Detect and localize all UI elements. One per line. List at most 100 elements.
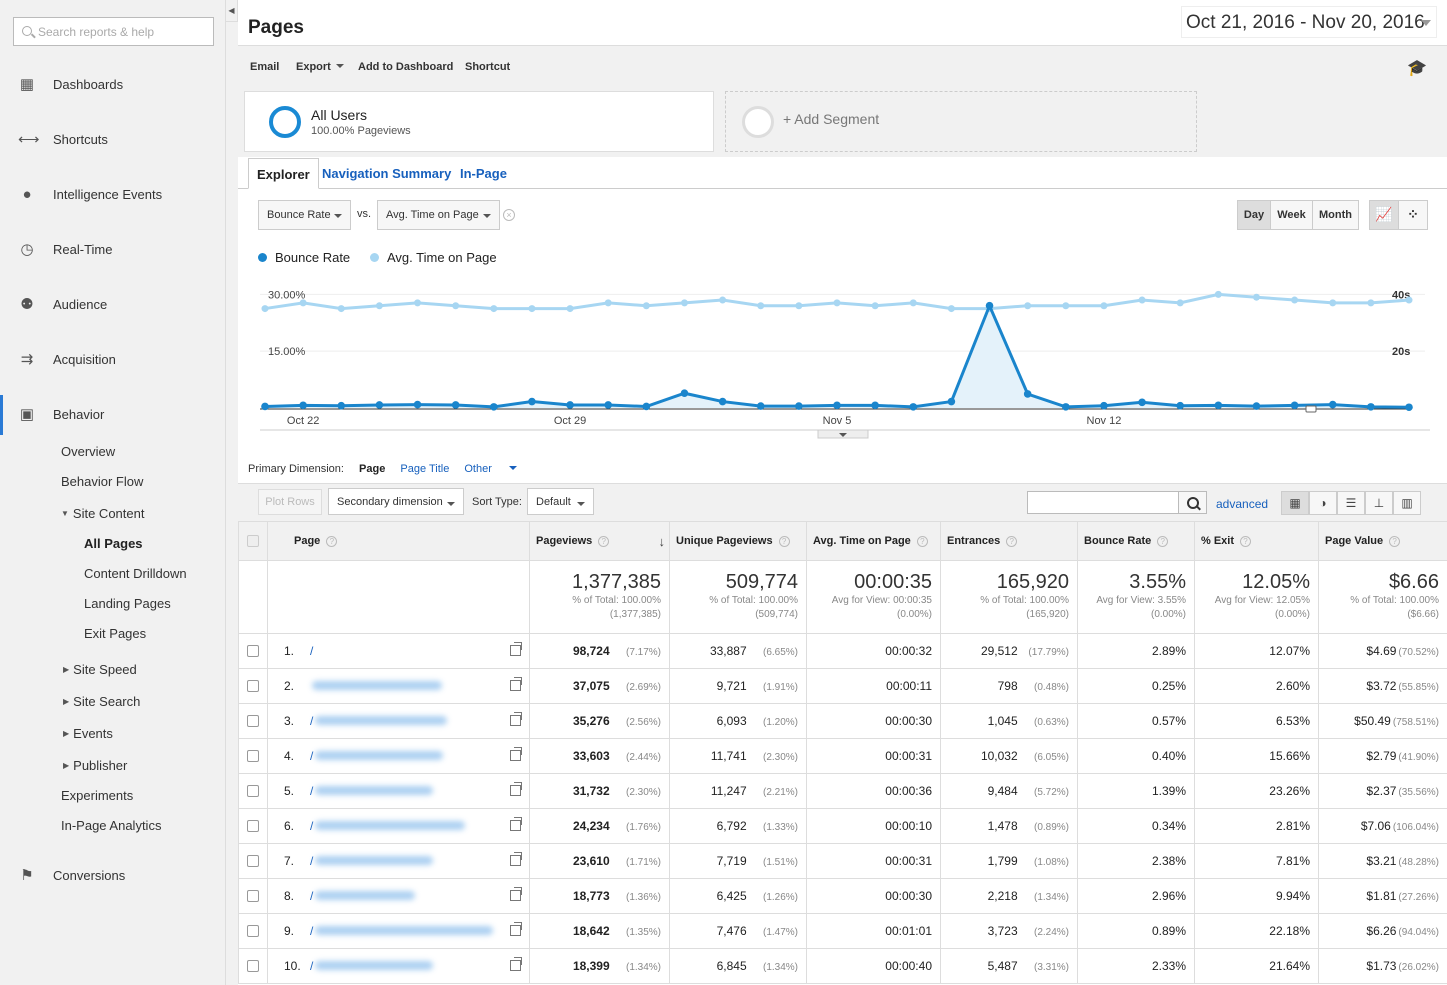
nav-site-speed[interactable]: ▶ Site Speed [63, 662, 137, 677]
shortcut-button[interactable]: Shortcut [465, 61, 511, 73]
metric1-select[interactable]: Bounce Rate [258, 200, 351, 230]
plot-rows-button[interactable]: Plot Rows [258, 489, 322, 515]
page-link[interactable]: / [310, 714, 314, 728]
tab-explorer[interactable]: Explorer [248, 158, 319, 189]
date-range-picker[interactable]: Oct 21, 2016 - Nov 20, 2016 [1181, 6, 1437, 38]
bar-view-button[interactable]: ☰ [1337, 491, 1365, 515]
row-checkbox[interactable] [247, 785, 259, 797]
page-link[interactable]: / [310, 889, 314, 903]
nav-site-content[interactable]: ▼ Site Content [61, 506, 145, 521]
open-external-icon[interactable] [510, 712, 522, 726]
help-icon[interactable]: ? [778, 536, 790, 547]
nav-content-drilldown[interactable]: Content Drilldown [84, 566, 187, 581]
nav-overview[interactable]: Overview [61, 444, 116, 459]
open-external-icon[interactable] [510, 747, 522, 761]
col-avg-time[interactable]: Avg. Time on Page? [806, 521, 941, 561]
page-link[interactable]: / [310, 784, 314, 798]
add-to-dashboard-button[interactable]: Add to Dashboard [358, 61, 454, 73]
open-external-icon[interactable] [510, 782, 522, 796]
month-button[interactable]: Month [1312, 200, 1359, 230]
table-view-button[interactable]: ▦ [1281, 491, 1309, 515]
nav-site-search[interactable]: ▶ Site Search [63, 694, 141, 709]
search-input[interactable]: Search reports & help [13, 17, 214, 46]
nav-intelligence-events[interactable]: ● Intelligence Events [0, 175, 226, 215]
clear-compare-icon[interactable]: × [503, 209, 515, 221]
nav-exit-pages[interactable]: Exit Pages [84, 626, 147, 641]
nav-behavior-flow[interactable]: Behavior Flow [61, 474, 144, 489]
secondary-dimension-select[interactable]: Secondary dimension [328, 488, 464, 515]
row-checkbox[interactable] [247, 820, 259, 832]
collapse-sidebar-button[interactable]: ◀ [226, 0, 238, 22]
sort-type-select[interactable]: Default [527, 488, 594, 515]
page-link[interactable]: / [310, 644, 314, 658]
search-button[interactable] [1178, 491, 1207, 514]
open-external-icon[interactable] [510, 817, 522, 831]
line-chart-button[interactable]: 📈 [1369, 200, 1399, 230]
email-button[interactable]: Email [250, 61, 280, 73]
col-bounce-rate[interactable]: Bounce Rate? [1077, 521, 1195, 561]
nav-conversions[interactable]: ⚑ Conversions [0, 856, 226, 896]
advanced-filter-link[interactable]: advanced [1216, 497, 1269, 511]
help-icon[interactable]: ? [1006, 536, 1018, 547]
day-button[interactable]: Day [1237, 200, 1271, 230]
row-checkbox[interactable] [247, 645, 259, 657]
col-entrances[interactable]: Entrances? [940, 521, 1078, 561]
nav-shortcuts[interactable]: ⟷ Shortcuts [18, 131, 108, 148]
page-link[interactable]: / [310, 959, 314, 973]
comparison-view-button[interactable]: ⊥ [1365, 491, 1393, 515]
add-segment-button[interactable]: + Add Segment [725, 91, 1197, 152]
nav-publisher[interactable]: ▶ Publisher [63, 758, 128, 773]
page-link[interactable]: / [310, 924, 314, 938]
nav-real-time[interactable]: ◷ Real-Time [0, 230, 226, 270]
open-external-icon[interactable] [510, 852, 522, 866]
open-external-icon[interactable] [510, 957, 522, 971]
row-checkbox[interactable] [247, 855, 259, 867]
open-external-icon[interactable] [510, 677, 522, 691]
select-all-checkbox[interactable] [247, 534, 259, 547]
row-checkbox[interactable] [247, 960, 259, 972]
tab-in-page[interactable]: In-Page [460, 166, 507, 181]
open-external-icon[interactable] [510, 642, 522, 656]
open-external-icon[interactable] [510, 922, 522, 936]
nav-experiments[interactable]: Experiments [61, 788, 134, 803]
table-search-input[interactable] [1027, 491, 1179, 514]
segment-all-users[interactable]: All Users 100.00% Pageviews [244, 91, 714, 152]
open-external-icon[interactable] [510, 887, 522, 901]
nav-in-page-analytics[interactable]: In-Page Analytics [61, 818, 162, 833]
dimension-other[interactable]: Other [464, 463, 529, 475]
nav-acquisition[interactable]: ⇉ Acquisition [0, 340, 226, 380]
help-icon[interactable]: ? [916, 536, 928, 547]
help-icon[interactable]: ? [1240, 536, 1252, 547]
pie-view-button[interactable]: ◑ [1309, 491, 1337, 515]
page-link[interactable]: / [310, 819, 314, 833]
col-pageviews[interactable]: Pageviews? ↓ [529, 521, 670, 561]
col-exit[interactable]: % Exit? [1194, 521, 1319, 561]
row-checkbox[interactable] [247, 925, 259, 937]
week-button[interactable]: Week [1270, 200, 1313, 230]
row-checkbox[interactable] [247, 715, 259, 727]
nav-dashboards[interactable]: ▦ Dashboards [19, 76, 124, 93]
help-icon[interactable]: ? [1157, 536, 1169, 547]
graduation-cap-icon[interactable]: 🎓 [1407, 60, 1427, 77]
col-unique-pageviews[interactable]: Unique Pageviews? [669, 521, 807, 561]
nav-audience[interactable]: ⚉ Audience [0, 285, 226, 325]
nav-landing-pages[interactable]: Landing Pages [84, 596, 171, 611]
pivot-view-button[interactable]: ▥ [1393, 491, 1421, 515]
row-checkbox[interactable] [247, 680, 259, 692]
export-button[interactable]: Export [296, 61, 344, 73]
page-link[interactable]: / [310, 854, 314, 868]
motion-chart-button[interactable]: ⁘ [1398, 200, 1428, 230]
tab-navigation-summary[interactable]: Navigation Summary [322, 166, 452, 181]
row-checkbox[interactable] [247, 750, 259, 762]
help-icon[interactable]: ? [598, 536, 610, 547]
dimension-page-title[interactable]: Page Title [400, 463, 450, 475]
row-checkbox[interactable] [247, 890, 259, 902]
col-page-value[interactable]: Page Value? [1318, 521, 1447, 561]
nav-all-pages[interactable]: All Pages [84, 536, 143, 551]
page-link[interactable]: / [310, 749, 314, 763]
nav-behavior[interactable]: ▣ Behavior [0, 395, 226, 435]
nav-events[interactable]: ▶ Events [63, 726, 113, 741]
help-icon[interactable]: ? [326, 536, 338, 547]
dimension-page[interactable]: Page [359, 463, 386, 475]
col-page[interactable]: Page? [267, 521, 530, 561]
